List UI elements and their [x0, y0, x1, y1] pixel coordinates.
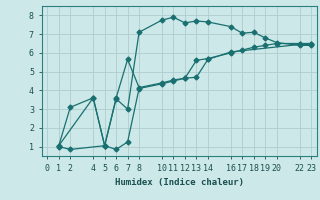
- X-axis label: Humidex (Indice chaleur): Humidex (Indice chaleur): [115, 178, 244, 187]
